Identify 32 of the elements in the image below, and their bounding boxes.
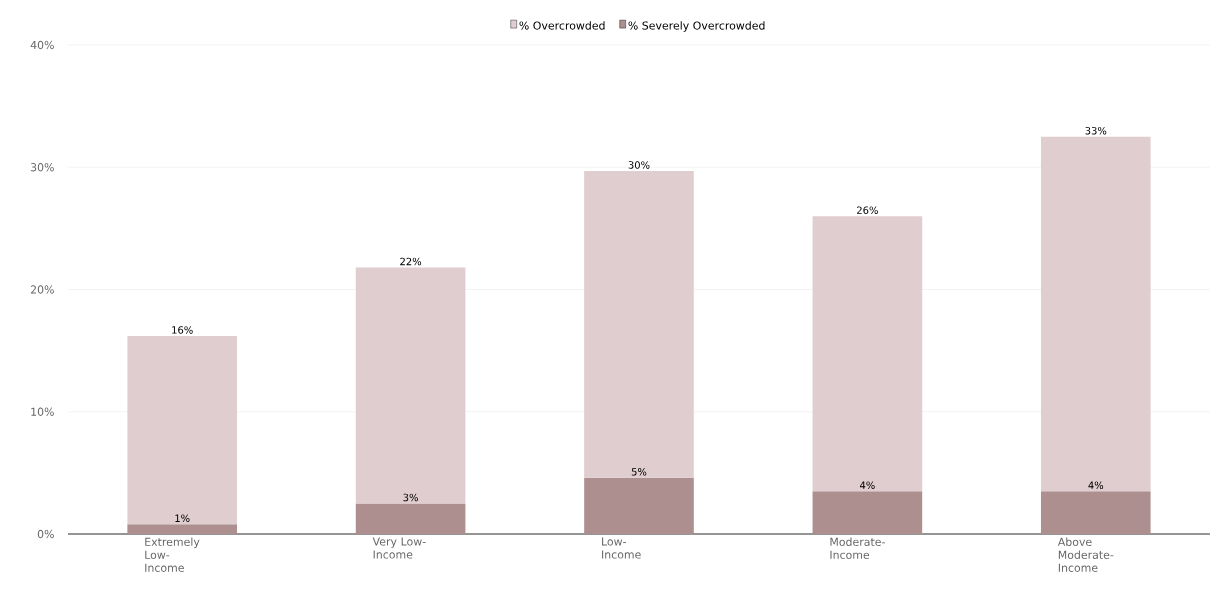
y-tick-label: 30% [30,163,54,172]
x-tick-label: Low-Income [602,537,641,559]
y-tick-label: 20% [30,285,54,294]
legend-label: % Overcrowded [519,21,605,30]
x-tick-label: Above Moderate-Income [1057,537,1114,572]
data-label: 4% [859,481,875,490]
bar [584,170,694,478]
bar [812,216,923,492]
bar [1040,491,1151,534]
total-label: 26% [857,206,878,214]
data-label: 4% [1088,481,1104,490]
y-tick-label: 0% [37,529,54,539]
y-tick-label: 10% [31,407,54,416]
x-tick-label: Moderate-Income [830,537,885,559]
y-tick-label: 40% [30,40,54,50]
total-label: 33% [1085,126,1107,135]
total-label: 22% [400,257,422,266]
x-tick-label: Extremely Low-Income [145,537,200,572]
bar [127,335,238,525]
data-label: 5% [631,468,647,476]
total-label: 30% [628,161,650,169]
legend-label: % Severely Overcrowded [628,21,765,32]
total-label: 16% [172,326,193,334]
bar [355,503,466,534]
data-label: 3% [403,493,418,502]
bar [127,524,238,534]
bar [584,477,694,534]
bar [812,491,923,534]
data-label: 1% [175,514,190,523]
bar [355,267,466,504]
bar [1040,136,1151,492]
x-tick-label: Very Low-Income [372,537,426,559]
